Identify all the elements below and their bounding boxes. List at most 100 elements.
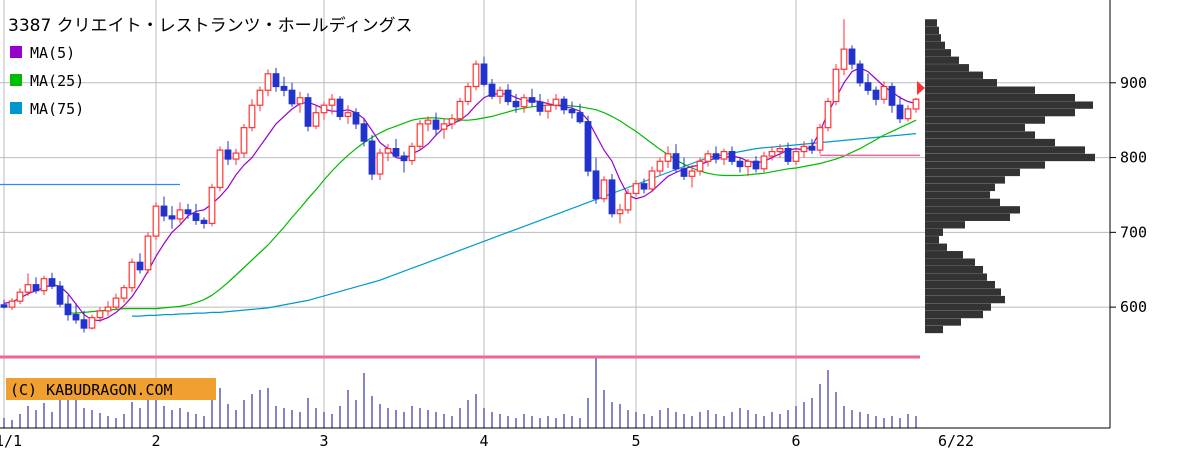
x-tick-label: 21/1 — [0, 432, 22, 450]
candle-body — [704, 153, 712, 162]
candle-body — [96, 310, 104, 319]
profile-bar — [925, 116, 1045, 124]
candle-body — [160, 205, 168, 217]
candle-body — [184, 209, 192, 215]
candle-body — [712, 153, 720, 160]
candle-body — [768, 150, 776, 157]
candle-body — [376, 152, 384, 175]
profile-bar — [925, 198, 1000, 207]
profile-bar — [925, 273, 987, 281]
profile-bar — [925, 236, 939, 244]
reference-lines — [0, 154, 920, 186]
x-tick-label: 3 — [319, 432, 328, 450]
candle-body — [384, 147, 392, 154]
candle-body — [472, 63, 480, 88]
profile-bar — [925, 153, 1095, 162]
candle-body — [200, 219, 208, 224]
watermark-label: (C) KABUDRAGON.COM — [10, 381, 173, 399]
candle-body — [696, 160, 704, 172]
candle-body — [568, 109, 576, 114]
candle-body — [672, 153, 680, 170]
candle-body — [424, 119, 432, 125]
candle-body — [616, 209, 624, 215]
x-tick-label: 4 — [479, 432, 488, 450]
candle-body — [256, 89, 264, 106]
candle-body — [832, 68, 840, 103]
profile-bar — [925, 71, 983, 79]
candle-body — [496, 89, 504, 97]
candle-body — [896, 104, 904, 120]
profile-bar — [925, 161, 1045, 169]
candle-body — [400, 155, 408, 162]
candle-body — [152, 205, 160, 237]
y-tick-label: 800 — [1120, 149, 1147, 167]
profile-bar — [925, 213, 1010, 221]
candle-body — [624, 192, 632, 211]
candle-body — [208, 186, 216, 224]
candle-body — [664, 153, 672, 162]
profile-bar — [925, 325, 943, 334]
candle-body — [592, 170, 600, 200]
candle-body — [136, 261, 144, 271]
profile-bar — [925, 94, 1075, 102]
profile-bar — [925, 191, 990, 199]
candle-body — [128, 261, 136, 289]
legend-label-ma5: MA(5) — [30, 44, 75, 62]
candle-body — [544, 104, 552, 112]
profile-bar — [925, 64, 969, 72]
candle-body — [280, 85, 288, 91]
candle-body — [328, 98, 336, 106]
candle-body — [584, 121, 592, 172]
profile-bar — [925, 131, 1035, 139]
candle-body — [776, 147, 784, 153]
candle-body — [224, 149, 232, 160]
profile-bar — [925, 206, 1020, 214]
candle-body — [392, 147, 400, 157]
y-tick-label: 900 — [1120, 74, 1147, 92]
candle-body — [656, 160, 664, 172]
candle-body — [48, 278, 56, 287]
profile-bar — [925, 86, 1035, 94]
profile-bar — [925, 295, 1005, 304]
candle-body — [32, 284, 40, 292]
ma75-line — [132, 133, 917, 317]
profile-bar — [925, 146, 1085, 154]
candle-body — [528, 97, 536, 103]
candle-body — [112, 297, 120, 308]
candle-body — [784, 147, 792, 162]
candle-body — [608, 179, 616, 215]
candle-body — [744, 160, 752, 168]
candle-body — [240, 127, 248, 154]
profile-bar — [925, 318, 961, 326]
candle-body — [360, 123, 368, 142]
candle-body — [752, 160, 760, 170]
x-tick-label: 6 — [791, 432, 800, 450]
candle-body — [72, 314, 80, 321]
watermark-background — [6, 378, 216, 400]
candle-body — [40, 278, 48, 292]
candle-body — [888, 85, 896, 106]
candle-body — [456, 100, 464, 120]
candle-body — [352, 112, 360, 125]
candle-body — [296, 97, 304, 105]
legend-label-ma25: MA(25) — [30, 72, 84, 90]
candle-body — [368, 140, 376, 175]
profile-bar — [925, 34, 941, 42]
candle-body — [728, 150, 736, 162]
candle-body — [680, 168, 688, 177]
candle-body — [512, 100, 520, 108]
axes: 600 700 800 900 21/1 2 3 4 5 6 6/22 — [0, 0, 1147, 450]
candle-body — [648, 170, 656, 190]
y-tick-label: 600 — [1120, 298, 1147, 316]
legend-swatch-ma25 — [10, 74, 22, 86]
candle-body — [232, 152, 240, 160]
legend: MA(5) MA(25) MA(75) — [10, 44, 84, 118]
profile-bar — [925, 168, 1020, 177]
candle-body — [440, 123, 448, 130]
candle-body — [904, 108, 912, 120]
x-tick-label: 2 — [151, 432, 160, 450]
candle-body — [864, 82, 872, 91]
candle-body — [304, 97, 312, 127]
candle-body — [448, 118, 456, 125]
